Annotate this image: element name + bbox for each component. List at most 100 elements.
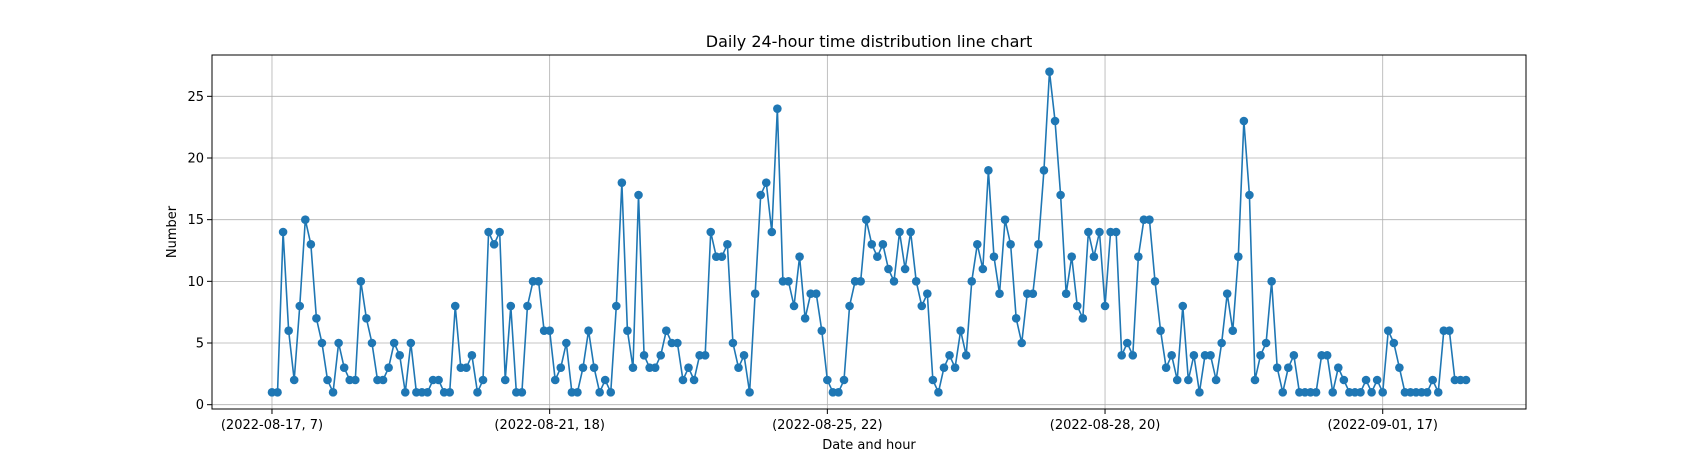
data-point xyxy=(1034,240,1043,249)
data-point xyxy=(1167,351,1176,360)
data-point xyxy=(423,388,432,397)
data-point xyxy=(1383,326,1393,335)
data-point xyxy=(1206,351,1215,360)
data-point xyxy=(767,227,777,237)
y-tick-label: 25 xyxy=(187,90,204,105)
data-point xyxy=(811,289,821,298)
data-point xyxy=(861,215,871,224)
data-point xyxy=(734,363,743,372)
data-point xyxy=(834,388,843,397)
data-point xyxy=(800,314,810,323)
data-point xyxy=(989,252,999,261)
data-point xyxy=(295,301,305,311)
data-point xyxy=(1134,252,1143,261)
data-point xyxy=(650,363,660,372)
chart-title: Daily 24-hour time distribution line cha… xyxy=(706,32,1033,51)
data-point xyxy=(573,388,582,397)
data-point xyxy=(706,227,716,237)
data-point xyxy=(1256,351,1265,360)
data-point xyxy=(661,326,671,335)
data-point xyxy=(1378,388,1388,397)
data-point xyxy=(467,351,477,360)
data-point xyxy=(284,326,293,335)
data-point xyxy=(1445,326,1454,335)
data-point xyxy=(489,240,499,249)
data-point xyxy=(684,363,693,372)
data-point xyxy=(1184,375,1193,385)
series-layer xyxy=(267,67,1471,397)
data-point xyxy=(462,363,471,372)
data-point xyxy=(1089,252,1099,261)
data-point xyxy=(1261,338,1271,348)
data-point xyxy=(517,388,527,397)
x-tick-label: (2022-08-28, 20) xyxy=(1050,418,1161,433)
data-point xyxy=(1234,252,1243,261)
data-point xyxy=(589,363,599,372)
data-point xyxy=(273,388,282,397)
data-point xyxy=(1056,190,1065,200)
data-point xyxy=(278,227,288,237)
data-point xyxy=(356,277,366,286)
data-point xyxy=(550,375,560,385)
data-point xyxy=(1150,277,1160,286)
data-point xyxy=(400,388,410,397)
data-point xyxy=(823,375,832,385)
data-point xyxy=(617,178,627,187)
data-point xyxy=(1272,363,1282,372)
data-point xyxy=(1006,240,1015,249)
data-point xyxy=(1178,301,1188,311)
data-point xyxy=(1039,166,1049,175)
y-tick-label: 20 xyxy=(187,151,204,166)
data-point xyxy=(595,388,604,397)
data-point xyxy=(1284,363,1293,372)
data-point xyxy=(884,264,893,274)
data-point xyxy=(656,351,666,360)
data-point xyxy=(689,375,699,385)
data-point xyxy=(1156,326,1165,335)
data-point xyxy=(1228,326,1238,335)
data-point xyxy=(534,277,543,286)
data-point xyxy=(1072,301,1082,311)
data-point xyxy=(1045,67,1054,76)
data-point xyxy=(934,388,943,397)
data-point xyxy=(1289,351,1299,360)
data-point xyxy=(939,363,949,372)
data-point xyxy=(478,375,488,385)
data-point xyxy=(1367,388,1376,397)
data-point xyxy=(334,338,343,348)
data-point xyxy=(1311,388,1321,397)
data-point xyxy=(673,338,682,348)
data-point xyxy=(500,375,510,385)
data-point xyxy=(628,363,638,372)
data-point xyxy=(978,264,988,274)
x-axis-label: Date and hour xyxy=(822,438,916,453)
data-point xyxy=(1428,375,1437,385)
data-point xyxy=(1195,388,1204,397)
data-point xyxy=(1217,338,1226,348)
data-point xyxy=(434,375,443,385)
data-point xyxy=(1028,289,1038,298)
data-point xyxy=(1433,388,1443,397)
data-point xyxy=(784,277,793,286)
data-point xyxy=(1461,375,1471,385)
data-point xyxy=(923,289,932,298)
data-point xyxy=(1061,289,1071,298)
data-point xyxy=(1172,375,1182,385)
data-point xyxy=(817,326,827,335)
data-point xyxy=(545,326,554,335)
data-point xyxy=(700,351,710,360)
data-point xyxy=(984,166,993,175)
data-point xyxy=(839,375,849,385)
data-point xyxy=(750,289,760,298)
data-point xyxy=(1372,375,1382,385)
axis-ticks: 0 5 10 15 20 25 (2022-08-17, 7) (2022-08-21, 18… xyxy=(187,90,1438,433)
data-point xyxy=(600,375,610,385)
data-point xyxy=(1339,375,1349,385)
data-point xyxy=(845,301,854,311)
data-point xyxy=(1395,363,1404,372)
data-point xyxy=(306,240,316,249)
data-point xyxy=(1222,289,1232,298)
x-tick-label: (2022-09-01, 17) xyxy=(1327,418,1438,433)
data-point xyxy=(761,178,771,187)
